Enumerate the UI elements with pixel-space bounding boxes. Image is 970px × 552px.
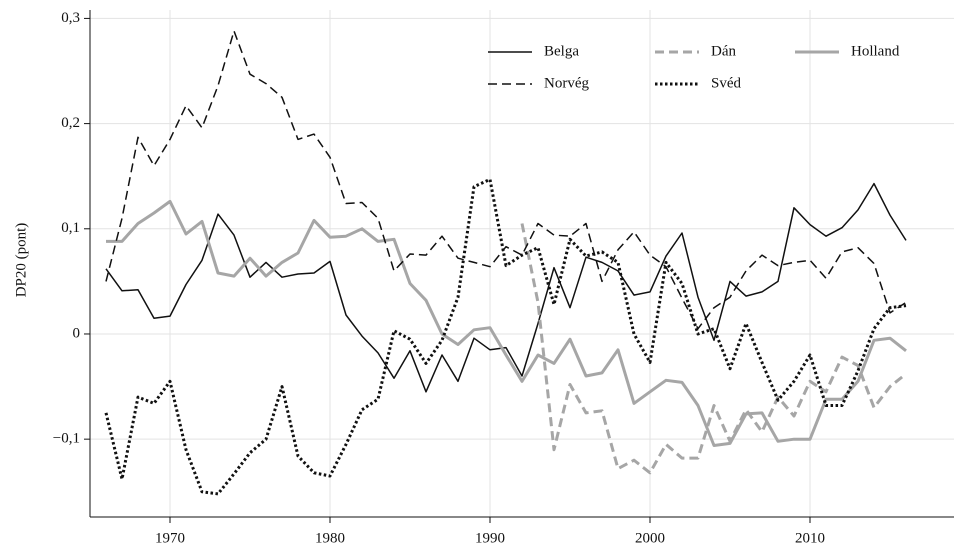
y-tick-label: 0	[73, 325, 81, 341]
legend-label: Norvég	[544, 75, 589, 91]
y-tick-label: −0,1	[53, 431, 80, 447]
x-tick-label: 1980	[315, 530, 345, 546]
legend-label: Belga	[544, 43, 579, 59]
series-line	[105, 182, 907, 393]
y-tick-label: 0,3	[61, 10, 80, 26]
legend-label: Holland	[851, 43, 900, 59]
series-line	[520, 223, 907, 475]
x-tick-label: 1990	[475, 530, 505, 546]
y-tick-label: 0,2	[61, 115, 80, 131]
legend-label: Svéd	[711, 75, 742, 91]
y-tick-label: 0,1	[61, 220, 80, 236]
series-line	[104, 177, 907, 496]
series-line	[106, 199, 907, 447]
x-tick-label: 2010	[795, 530, 825, 546]
x-tick-label: 1970	[155, 530, 185, 546]
legend-label: Dán	[711, 43, 736, 59]
y-axis-label: DP20 (pont)	[13, 223, 29, 298]
x-tick-label: 2000	[635, 530, 665, 546]
series-line	[105, 30, 907, 330]
